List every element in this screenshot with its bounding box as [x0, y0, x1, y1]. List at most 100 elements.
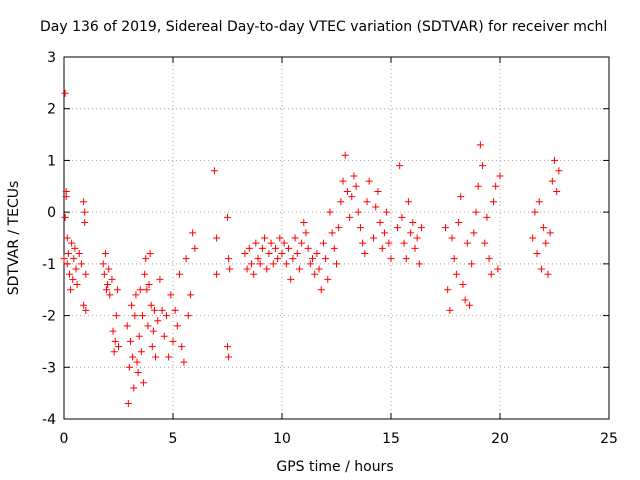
data-point [483, 213, 491, 221]
data-point [319, 239, 327, 247]
data-point [446, 306, 454, 314]
y-tick-label: 0 [47, 205, 56, 221]
data-point [154, 317, 162, 325]
data-point [75, 250, 83, 258]
data-point [265, 250, 273, 258]
data-point [225, 255, 233, 263]
data-point [324, 275, 332, 283]
data-point [71, 244, 79, 252]
data-point [80, 198, 88, 206]
data-point [542, 239, 550, 247]
data-point [370, 234, 378, 242]
data-point [535, 198, 543, 206]
data-point [492, 182, 500, 190]
data-point [352, 182, 360, 190]
data-point [189, 229, 197, 237]
data-point [256, 260, 264, 268]
data-point [132, 291, 140, 299]
data-point [274, 255, 282, 263]
data-point [245, 244, 253, 252]
data-point [158, 306, 166, 314]
data-point [309, 255, 317, 263]
data-point [160, 332, 168, 340]
data-point [540, 224, 548, 232]
data-point [82, 270, 90, 278]
data-point [191, 244, 199, 252]
data-point [149, 327, 157, 335]
x-tick-label: 15 [382, 431, 400, 447]
data-point [361, 250, 369, 258]
data-point [481, 239, 489, 247]
data-point [141, 270, 149, 278]
data-point [69, 275, 77, 283]
data-point [322, 255, 330, 263]
data-point [147, 301, 155, 309]
data-point [315, 265, 323, 273]
data-point [298, 239, 306, 247]
data-point [224, 343, 231, 351]
data-point [529, 234, 537, 242]
data-point [142, 255, 150, 263]
data-point [418, 224, 426, 232]
data-point [247, 260, 255, 268]
data-point [326, 208, 334, 216]
data-point [113, 286, 121, 294]
data-point [226, 265, 234, 273]
data-point [123, 322, 131, 330]
data-point [468, 260, 476, 268]
data-point [311, 270, 319, 278]
data-point [289, 255, 297, 263]
data-point [276, 234, 284, 242]
data-point [317, 286, 325, 294]
data-point [152, 353, 160, 361]
data-point [171, 306, 179, 314]
data-point [444, 286, 452, 294]
data-point [479, 162, 487, 170]
data-point [287, 275, 295, 283]
data-point [144, 322, 152, 330]
data-point [411, 244, 419, 252]
data-point [108, 275, 116, 283]
data-point [385, 239, 393, 247]
data-point [129, 353, 137, 361]
data-point [105, 265, 113, 273]
data-point [182, 255, 190, 263]
data-point [263, 265, 271, 273]
data-point [457, 193, 465, 201]
data-point [415, 260, 423, 268]
data-point [372, 203, 380, 211]
data-point [176, 270, 184, 278]
data-point [442, 224, 449, 232]
data-point [72, 265, 80, 273]
data-point [180, 358, 188, 366]
data-point [354, 208, 362, 216]
data-point [400, 239, 408, 247]
data-point [553, 187, 561, 195]
data-point [213, 234, 221, 242]
data-point [333, 260, 340, 268]
data-point [365, 177, 373, 185]
data-point [109, 327, 117, 335]
data-point [61, 213, 69, 221]
data-point [380, 229, 388, 237]
data-point [335, 224, 343, 232]
data-point [250, 270, 258, 278]
data-point [330, 244, 338, 252]
data-point [140, 379, 148, 387]
data-point [146, 250, 154, 258]
data-point [137, 348, 145, 356]
data-point [448, 234, 456, 242]
data-point [186, 291, 194, 299]
data-point [280, 239, 288, 247]
data-point [101, 250, 109, 258]
data-point [341, 151, 349, 159]
data-point [103, 286, 111, 294]
data-point [133, 358, 141, 366]
y-tick-label: -3 [42, 360, 56, 376]
data-point [68, 239, 76, 247]
data-point [474, 182, 482, 190]
data-point [278, 250, 286, 258]
data-point [67, 286, 75, 294]
data-point [555, 167, 563, 175]
